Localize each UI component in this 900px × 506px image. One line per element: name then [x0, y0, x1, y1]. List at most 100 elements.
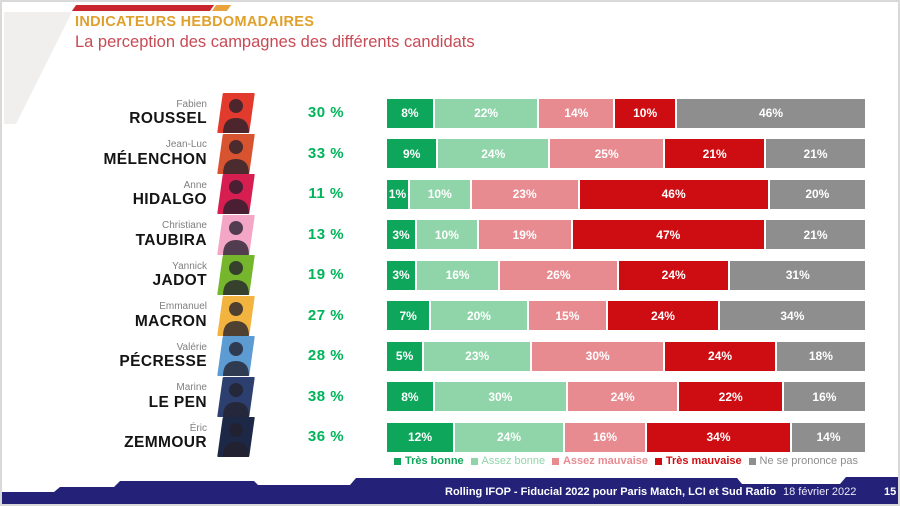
bar-segment: 16%	[783, 382, 865, 412]
candidate-bar: 12% 24% 16% 34% 14%	[387, 422, 866, 452]
bar-segment: 21%	[766, 139, 866, 169]
candidate-score: 19 %	[307, 266, 345, 284]
bar-segment: 21%	[665, 139, 765, 169]
legend-label: Assez bonne	[481, 455, 546, 467]
candidate-last-name: PÉCRESSE	[119, 353, 207, 371]
legend-swatch-icon	[654, 457, 662, 465]
bar-segment: 46%	[579, 179, 768, 209]
bar-segment-label: 22%	[718, 389, 743, 404]
candidate-row: Éric ZEMMOUR 36 % 12% 24% 16% 34% 14%	[2, 417, 898, 458]
candidate-row: Christiane TAUBIRA 13 % 3% 10% 19% 47% 21%	[2, 214, 898, 256]
candidate-name: Valérie PÉCRESSE	[2, 342, 207, 371]
bar-segment: 22%	[434, 98, 538, 128]
bar-segment-label: 34%	[780, 308, 805, 323]
candidate-score-cell: 38 %	[265, 388, 387, 406]
page-title: La perception des campagnes des différen…	[75, 33, 475, 51]
legend-swatch-icon	[551, 457, 559, 465]
bar-segment: 20%	[769, 179, 865, 209]
person-silhouette-icon	[223, 342, 249, 377]
candidate-photo	[217, 255, 255, 296]
candidate-row: Yannick JADOT 19 % 3% 16% 26% 24% 31%	[2, 255, 898, 296]
person-silhouette-icon	[223, 220, 249, 255]
bar-segment: 25%	[550, 139, 664, 169]
candidate-photo-cell	[207, 255, 265, 296]
top-bar-gold-segment	[211, 5, 232, 11]
candidate-score-cell: 28 %	[265, 347, 387, 365]
bar-segment-label: 5%	[395, 349, 414, 364]
bar-segment: 46%	[676, 98, 865, 128]
candidate-score-cell: 13 %	[265, 226, 387, 244]
candidate-score-cell: 36 %	[265, 428, 387, 446]
candidate-bar: 7% 20% 15% 24% 34%	[387, 301, 865, 331]
legend-label: Très bonne	[405, 455, 464, 467]
candidate-last-name: HIDALGO	[132, 191, 207, 209]
bar-segment-label: 8%	[401, 106, 419, 121]
candidate-row: Marine LE PEN 38 % 8% 30% 24% 22% 16%	[2, 376, 898, 418]
person-silhouette-icon	[223, 423, 249, 458]
person-silhouette-icon	[223, 301, 249, 336]
bar-segment-label: 15%	[555, 308, 580, 323]
legend-label: Très mauvaise	[665, 455, 742, 467]
bar-segment: 10%	[615, 98, 675, 128]
candidate-name: Fabien ROUSSEL	[2, 99, 207, 128]
candidate-name: Éric ZEMMOUR	[2, 423, 207, 452]
slide-header: INDICATEURS HEBDOMADAIRES La perception …	[75, 14, 475, 52]
bar-segment: 31%	[730, 260, 866, 290]
candidate-score-cell: 27 %	[265, 307, 387, 325]
bar-segment-label: 20%	[805, 187, 830, 202]
bar-segment-label: 8%	[401, 389, 419, 404]
bar-segment: 1%	[387, 179, 408, 209]
candidate-chart: Fabien ROUSSEL 30 % 8% 22% 14% 10% 46% Jean-…	[2, 93, 898, 458]
candidate-name: Christiane TAUBIRA	[2, 220, 207, 249]
bar-segment: 24%	[665, 341, 775, 371]
bar-segment: 19%	[478, 220, 571, 250]
bar-segment: 15%	[528, 301, 607, 331]
candidate-bar: 8% 30% 24% 22% 16%	[387, 382, 865, 412]
legend-item: Ne se prononce pas	[748, 455, 858, 467]
candidate-name: Yannick JADOT	[2, 261, 207, 290]
person-silhouette-icon	[223, 261, 249, 296]
bar-segment: 23%	[471, 179, 578, 209]
candidate-photo	[217, 93, 255, 134]
bar-segment-label: 9%	[403, 146, 421, 161]
candidate-name: Anne HIDALGO	[2, 180, 207, 209]
legend-swatch-icon	[394, 457, 401, 465]
candidate-name: Emmanuel MACRON	[2, 301, 207, 330]
candidate-score: 38 %	[307, 387, 345, 405]
candidate-last-name: JADOT	[152, 272, 207, 290]
bar-segment: 23%	[424, 341, 531, 371]
bar-segment: 24%	[608, 301, 718, 331]
candidate-row: Valérie PÉCRESSE 28 % 5% 23% 30% 24% 18%	[2, 336, 898, 377]
bar-segment: 34%	[647, 422, 790, 452]
footer-page-number: 15	[884, 486, 897, 498]
bar-segment: 30%	[532, 341, 664, 371]
bar-segment-label: 30%	[585, 349, 610, 364]
bar-segment-label: 25%	[594, 146, 619, 161]
bar-segment-label: 24%	[661, 268, 686, 283]
bar-segment: 9%	[387, 139, 437, 169]
candidate-bar: 8% 22% 14% 10% 46%	[387, 98, 865, 128]
bar-segment: 8%	[387, 98, 433, 128]
bar-segment-label: 26%	[546, 268, 571, 283]
candidate-first-name: Jean-Luc	[165, 139, 207, 151]
bar-segment-label: 10%	[633, 106, 658, 121]
candidate-photo-cell	[207, 376, 265, 417]
candidate-score: 36 %	[307, 428, 345, 446]
candidate-first-name: Anne	[183, 179, 207, 191]
candidate-score: 27 %	[307, 306, 345, 324]
bar-segment-label: 31%	[785, 268, 810, 283]
candidate-score-cell: 33 %	[265, 145, 387, 163]
bar-segment-label: 24%	[610, 389, 635, 404]
candidate-name: Marine LE PEN	[2, 382, 207, 411]
bar-segment-label: 16%	[593, 430, 618, 445]
bar-segment: 16%	[417, 260, 499, 290]
bar-segment: 16%	[565, 422, 646, 452]
bar-segment-label: 46%	[661, 187, 686, 202]
candidate-row: Fabien ROUSSEL 30 % 8% 22% 14% 10% 46%	[2, 93, 898, 134]
bar-segment-label: 16%	[812, 389, 837, 404]
candidate-photo-cell	[207, 295, 265, 336]
candidate-score-cell: 19 %	[265, 266, 387, 284]
candidate-first-name: Valérie	[176, 341, 207, 353]
bar-segment: 24%	[438, 139, 549, 169]
